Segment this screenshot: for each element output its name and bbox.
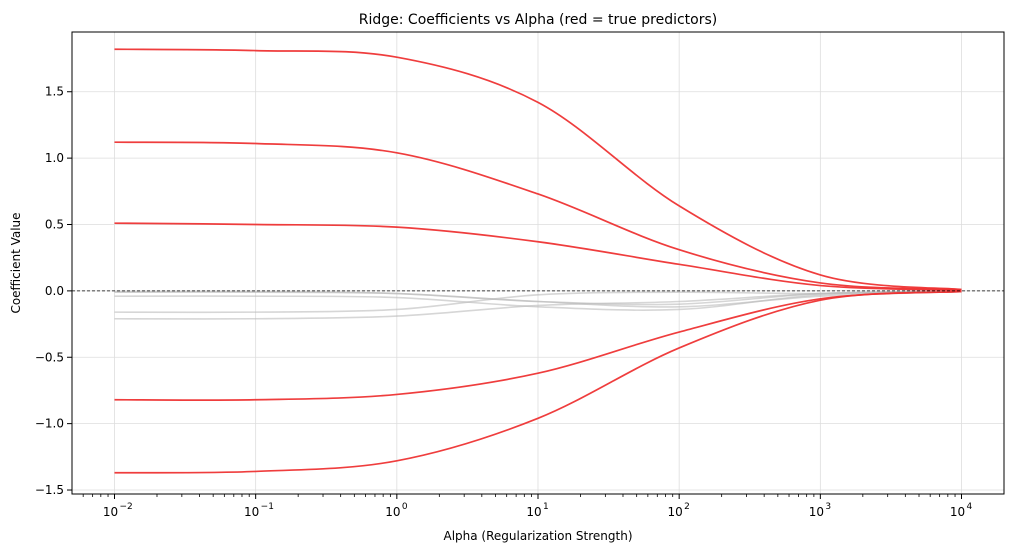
- chart-title: Ridge: Coefficients vs Alpha (red = true…: [359, 12, 717, 28]
- noise-coefficient-line: [114, 290, 962, 311]
- y-tick-label: −1.0: [35, 417, 64, 431]
- true-predictor-line: [114, 141, 962, 291]
- true-predictor-line: [114, 222, 962, 292]
- true-predictor-line: [114, 290, 962, 474]
- y-axis-label: Coefficient Value: [9, 212, 23, 313]
- x-tick-exponent: 0: [402, 502, 408, 512]
- x-tick-label: 10: [526, 505, 541, 519]
- y-tick-label: 1.5: [45, 85, 64, 99]
- series-layer: [72, 48, 1004, 474]
- true-predictor-line: [114, 48, 962, 291]
- x-tick-label: 10: [103, 505, 118, 519]
- x-tick-label: 10: [244, 505, 259, 519]
- y-tick-label: −1.5: [35, 483, 64, 497]
- y-tick-label: 1.0: [45, 151, 64, 165]
- noise-coefficient-line: [114, 290, 962, 306]
- x-tick-label: 10: [950, 505, 965, 519]
- y-tick-label: 0.0: [45, 284, 64, 298]
- axis-layer: 10 −2 10 −1 10 0 10 1 10 2 10 3 10 4−1.5−1.0−0.50.00.…: [35, 85, 973, 519]
- x-axis-label: Alpha (Regularization Strength): [443, 529, 632, 543]
- x-tick-exponent: 2: [684, 502, 690, 512]
- y-tick-label: 0.5: [45, 218, 64, 232]
- x-tick-label: 10: [385, 505, 400, 519]
- x-tick-exponent: 3: [825, 502, 831, 512]
- x-tick-exponent: 1: [543, 502, 549, 512]
- true-predictor-line: [114, 290, 962, 401]
- plot-frame: [71, 31, 1005, 495]
- x-tick-label: 10: [668, 505, 683, 519]
- x-tick-label: 10: [809, 505, 824, 519]
- x-tick-exponent: 4: [967, 502, 973, 512]
- y-tick-label: −0.5: [35, 350, 64, 364]
- x-tick-exponent: −2: [119, 502, 132, 512]
- x-tick-exponent: −1: [261, 502, 274, 512]
